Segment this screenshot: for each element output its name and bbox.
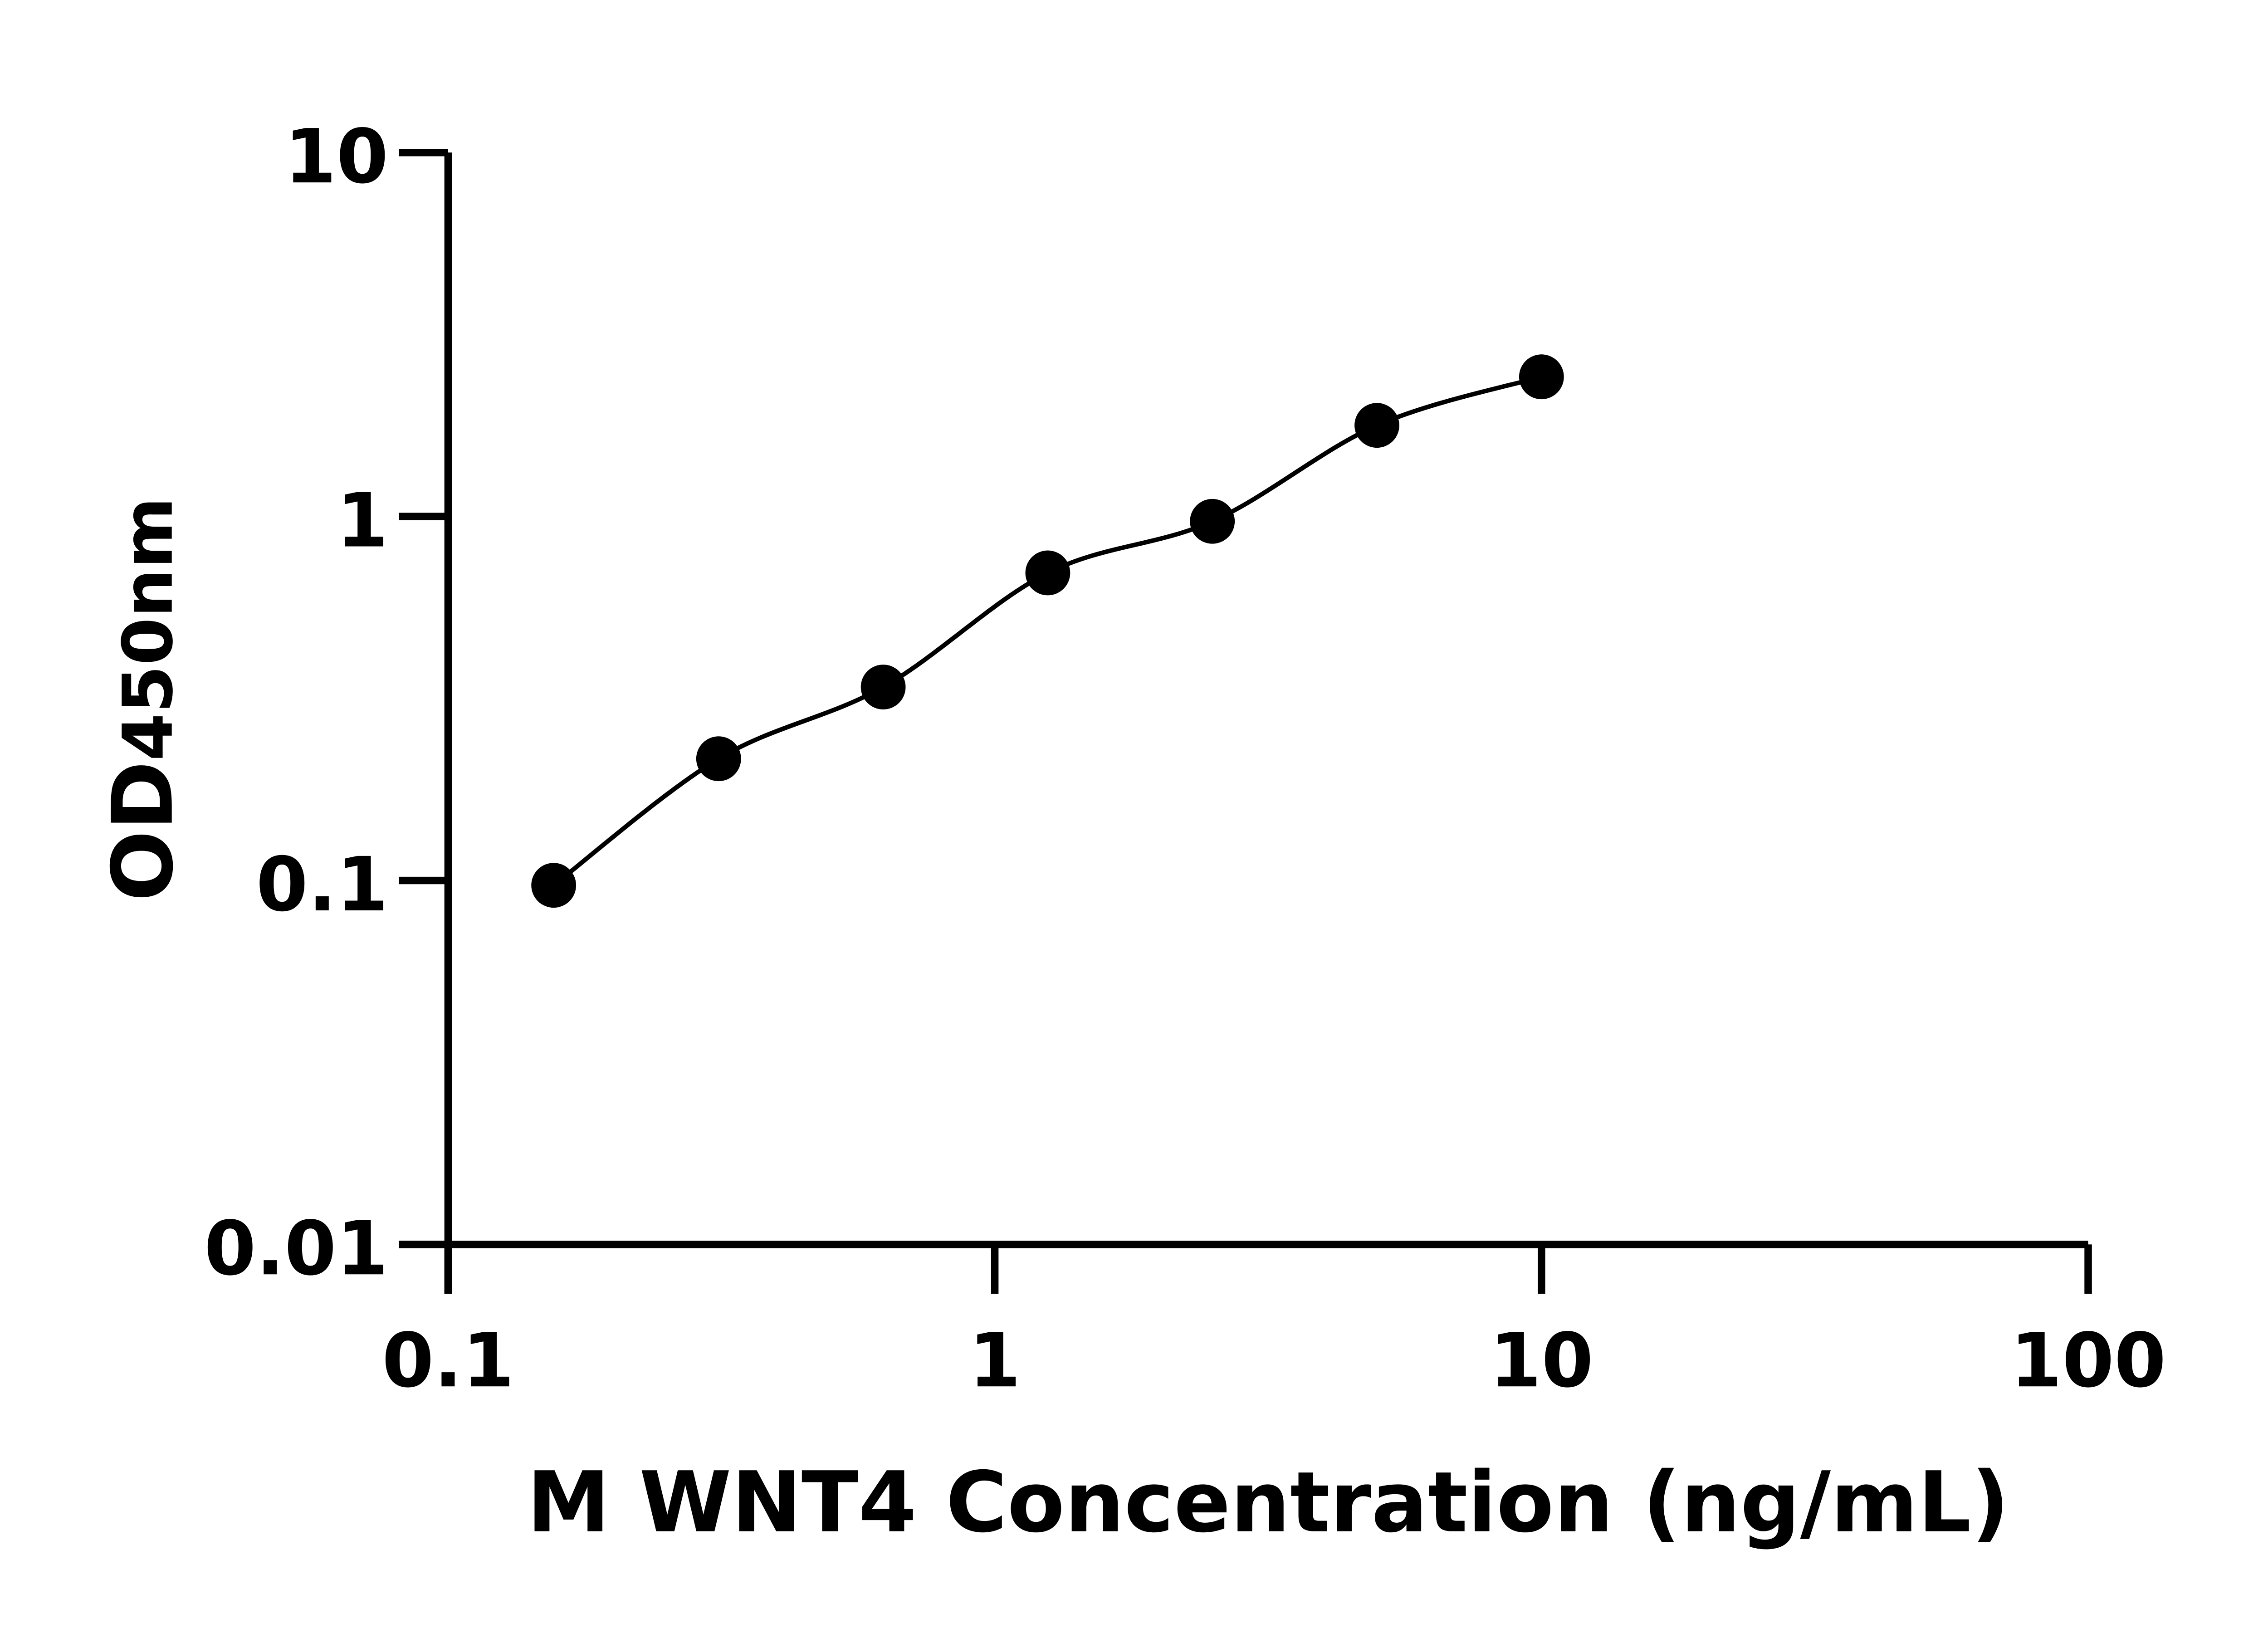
x-tick-label: 100 <box>2010 1317 2166 1404</box>
data-point <box>860 665 906 709</box>
data-point <box>696 736 741 782</box>
y-axis-label-main: OD <box>95 761 192 902</box>
x-tick-label: 10 <box>1490 1317 1593 1404</box>
x-tick-label: 0.1 <box>382 1317 514 1404</box>
marks <box>531 354 1564 908</box>
fit-curve <box>552 374 1542 887</box>
y-tick-label: 0.01 <box>204 1205 388 1292</box>
y-tick-label: 10 <box>284 113 388 200</box>
data-point <box>1354 403 1399 448</box>
data-point <box>1190 499 1235 544</box>
data-point <box>1519 354 1564 400</box>
axes: 0.01 0.1 1 10 0.1 1 10 100 <box>204 113 2166 1404</box>
x-axis-label: M WNT4 Concentration (ng/mL) <box>527 1454 2009 1551</box>
y-tick-label: 1 <box>337 477 389 564</box>
x-tick-label: 1 <box>969 1317 1021 1404</box>
data-point <box>531 863 577 908</box>
y-axis-label: OD450nm <box>95 497 192 902</box>
data-point <box>1025 550 1070 596</box>
y-tick-label: 0.1 <box>256 841 389 928</box>
y-axis-label-sub: 450nm <box>108 497 188 761</box>
